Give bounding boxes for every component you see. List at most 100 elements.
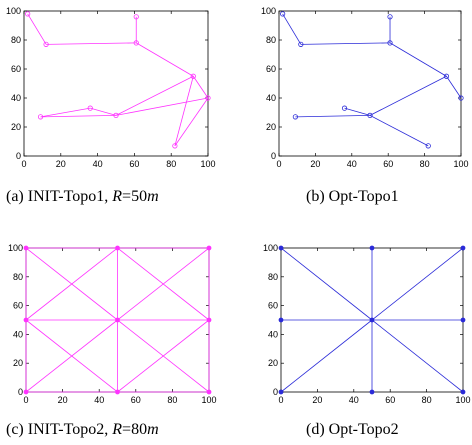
caption-init-topo1: (a) INIT-Topo1, R=50m: [6, 188, 159, 206]
y-tick-label: 40: [268, 329, 278, 339]
x-tick-label: 0: [278, 395, 283, 405]
y-tick-label: 40: [13, 329, 23, 339]
caption-opt-topo1: (b) Opt-Topo1: [306, 188, 399, 206]
network-node: [133, 14, 139, 20]
network-node: [369, 245, 375, 251]
y-tick-label: 20: [13, 358, 23, 368]
x-tick-label: 60: [129, 159, 139, 169]
caption-prefix: (a) INIT-Topo1,: [6, 188, 113, 205]
network-node: [37, 114, 44, 120]
network-node: [25, 11, 31, 17]
network-edge: [300, 42, 391, 45]
y-tick-label: 100: [8, 243, 23, 253]
y-tick-label: 60: [11, 64, 21, 74]
x-tick-label: 80: [422, 395, 432, 405]
network-edge: [371, 319, 464, 393]
x-tick-label: 80: [166, 159, 176, 169]
plot-init-topo1: 0 20 40 60 80 100 0 20 40 60 80 100: [6, 6, 216, 169]
network-edge: [280, 247, 373, 321]
network-node: [292, 114, 298, 120]
network-node: [387, 40, 393, 46]
chart-init-topo1: 0 20 40 60 80 100 0 20 40 60 80 100 (a) INIT-Topo1,…: [0, 0, 236, 222]
network-edge: [282, 13, 302, 45]
x-tick-label: 60: [383, 159, 393, 169]
y-tick-label: 0: [273, 387, 278, 397]
y-tick-label: 40: [266, 93, 276, 103]
network-node: [115, 317, 120, 323]
caption-init-topo2: (c) INIT-Topo2, R=80m: [6, 421, 159, 439]
x-tick-label: 20: [56, 159, 66, 169]
network-node: [443, 73, 450, 79]
network-edge: [344, 107, 371, 116]
x-tick-label: 40: [94, 395, 104, 405]
network-edge: [25, 247, 118, 321]
x-tick-label: 80: [420, 159, 430, 169]
caption-prefix: (d) Opt-Topo2: [306, 421, 399, 438]
network-node: [458, 95, 464, 101]
network-edge: [192, 76, 209, 99]
x-tick-label: 20: [312, 395, 322, 405]
network-edge: [174, 76, 194, 146]
network-edge: [25, 319, 118, 393]
network-edge: [389, 42, 447, 77]
network-node: [425, 143, 431, 149]
plot-init-topo2: 0 20 40 60 80 100 0 20 40 60 80 100: [8, 243, 217, 405]
network-node: [113, 112, 119, 119]
network-node: [115, 389, 120, 395]
x-tick-label: 40: [347, 159, 357, 169]
y-tick-label: 80: [268, 272, 278, 282]
network-node: [23, 389, 29, 395]
y-tick-label: 80: [13, 272, 23, 282]
x-tick-label: 80: [167, 395, 177, 405]
x-tick-label: 60: [385, 395, 395, 405]
network-edge: [446, 76, 462, 99]
network-edge: [280, 319, 373, 393]
caption-suffix: =50: [122, 188, 148, 205]
network-node: [278, 317, 284, 323]
x-tick-label: 0: [23, 395, 28, 405]
network-edge: [371, 247, 464, 321]
chart-opt-topo1: 0 20 40 60 80 100 0 20 40 60 80 100 (b) Opt-Topo1: [0, 0, 472, 222]
x-tick-label: 100: [200, 159, 215, 169]
y-tick-label: 0: [16, 151, 21, 161]
network-node: [172, 143, 178, 149]
network-node: [43, 41, 49, 47]
caption-prefix: (c) INIT-Topo2,: [6, 421, 113, 438]
y-tick-label: 0: [18, 387, 23, 397]
network-edge: [369, 115, 429, 147]
network-node: [87, 105, 93, 111]
y-tick-label: 100: [263, 243, 278, 253]
caption-opt-topo2: (d) Opt-Topo2: [306, 421, 399, 439]
network-node: [369, 317, 375, 323]
axes-box: [278, 10, 462, 157]
network-edge: [40, 107, 91, 118]
network-edge: [40, 115, 117, 118]
network-node: [206, 245, 212, 251]
y-tick-label: 100: [6, 6, 21, 16]
caption-unit: m: [147, 188, 159, 205]
y-tick-label: 60: [266, 64, 276, 74]
network-node: [460, 389, 466, 395]
y-tick-label: 20: [266, 122, 276, 132]
caption-unit: m: [147, 421, 159, 438]
x-tick-label: 0: [276, 159, 281, 169]
caption-prefix: (b) Opt-Topo1: [306, 188, 399, 205]
network-edge: [117, 247, 210, 321]
y-tick-label: 80: [11, 35, 21, 45]
y-tick-label: 20: [11, 122, 21, 132]
network-node: [460, 317, 466, 323]
y-tick-label: 0: [271, 151, 276, 161]
network-node: [278, 245, 284, 251]
network-edge: [136, 42, 194, 77]
x-tick-label: 100: [453, 159, 468, 169]
network-edge: [115, 75, 194, 116]
x-tick-label: 100: [201, 395, 216, 405]
y-tick-label: 40: [11, 93, 21, 103]
caption-suffix: =80: [122, 421, 148, 438]
y-tick-label: 100: [261, 6, 276, 16]
network-edge: [117, 319, 210, 393]
network-edge: [27, 13, 47, 45]
y-tick-label: 80: [266, 35, 276, 45]
network-node: [460, 245, 466, 251]
